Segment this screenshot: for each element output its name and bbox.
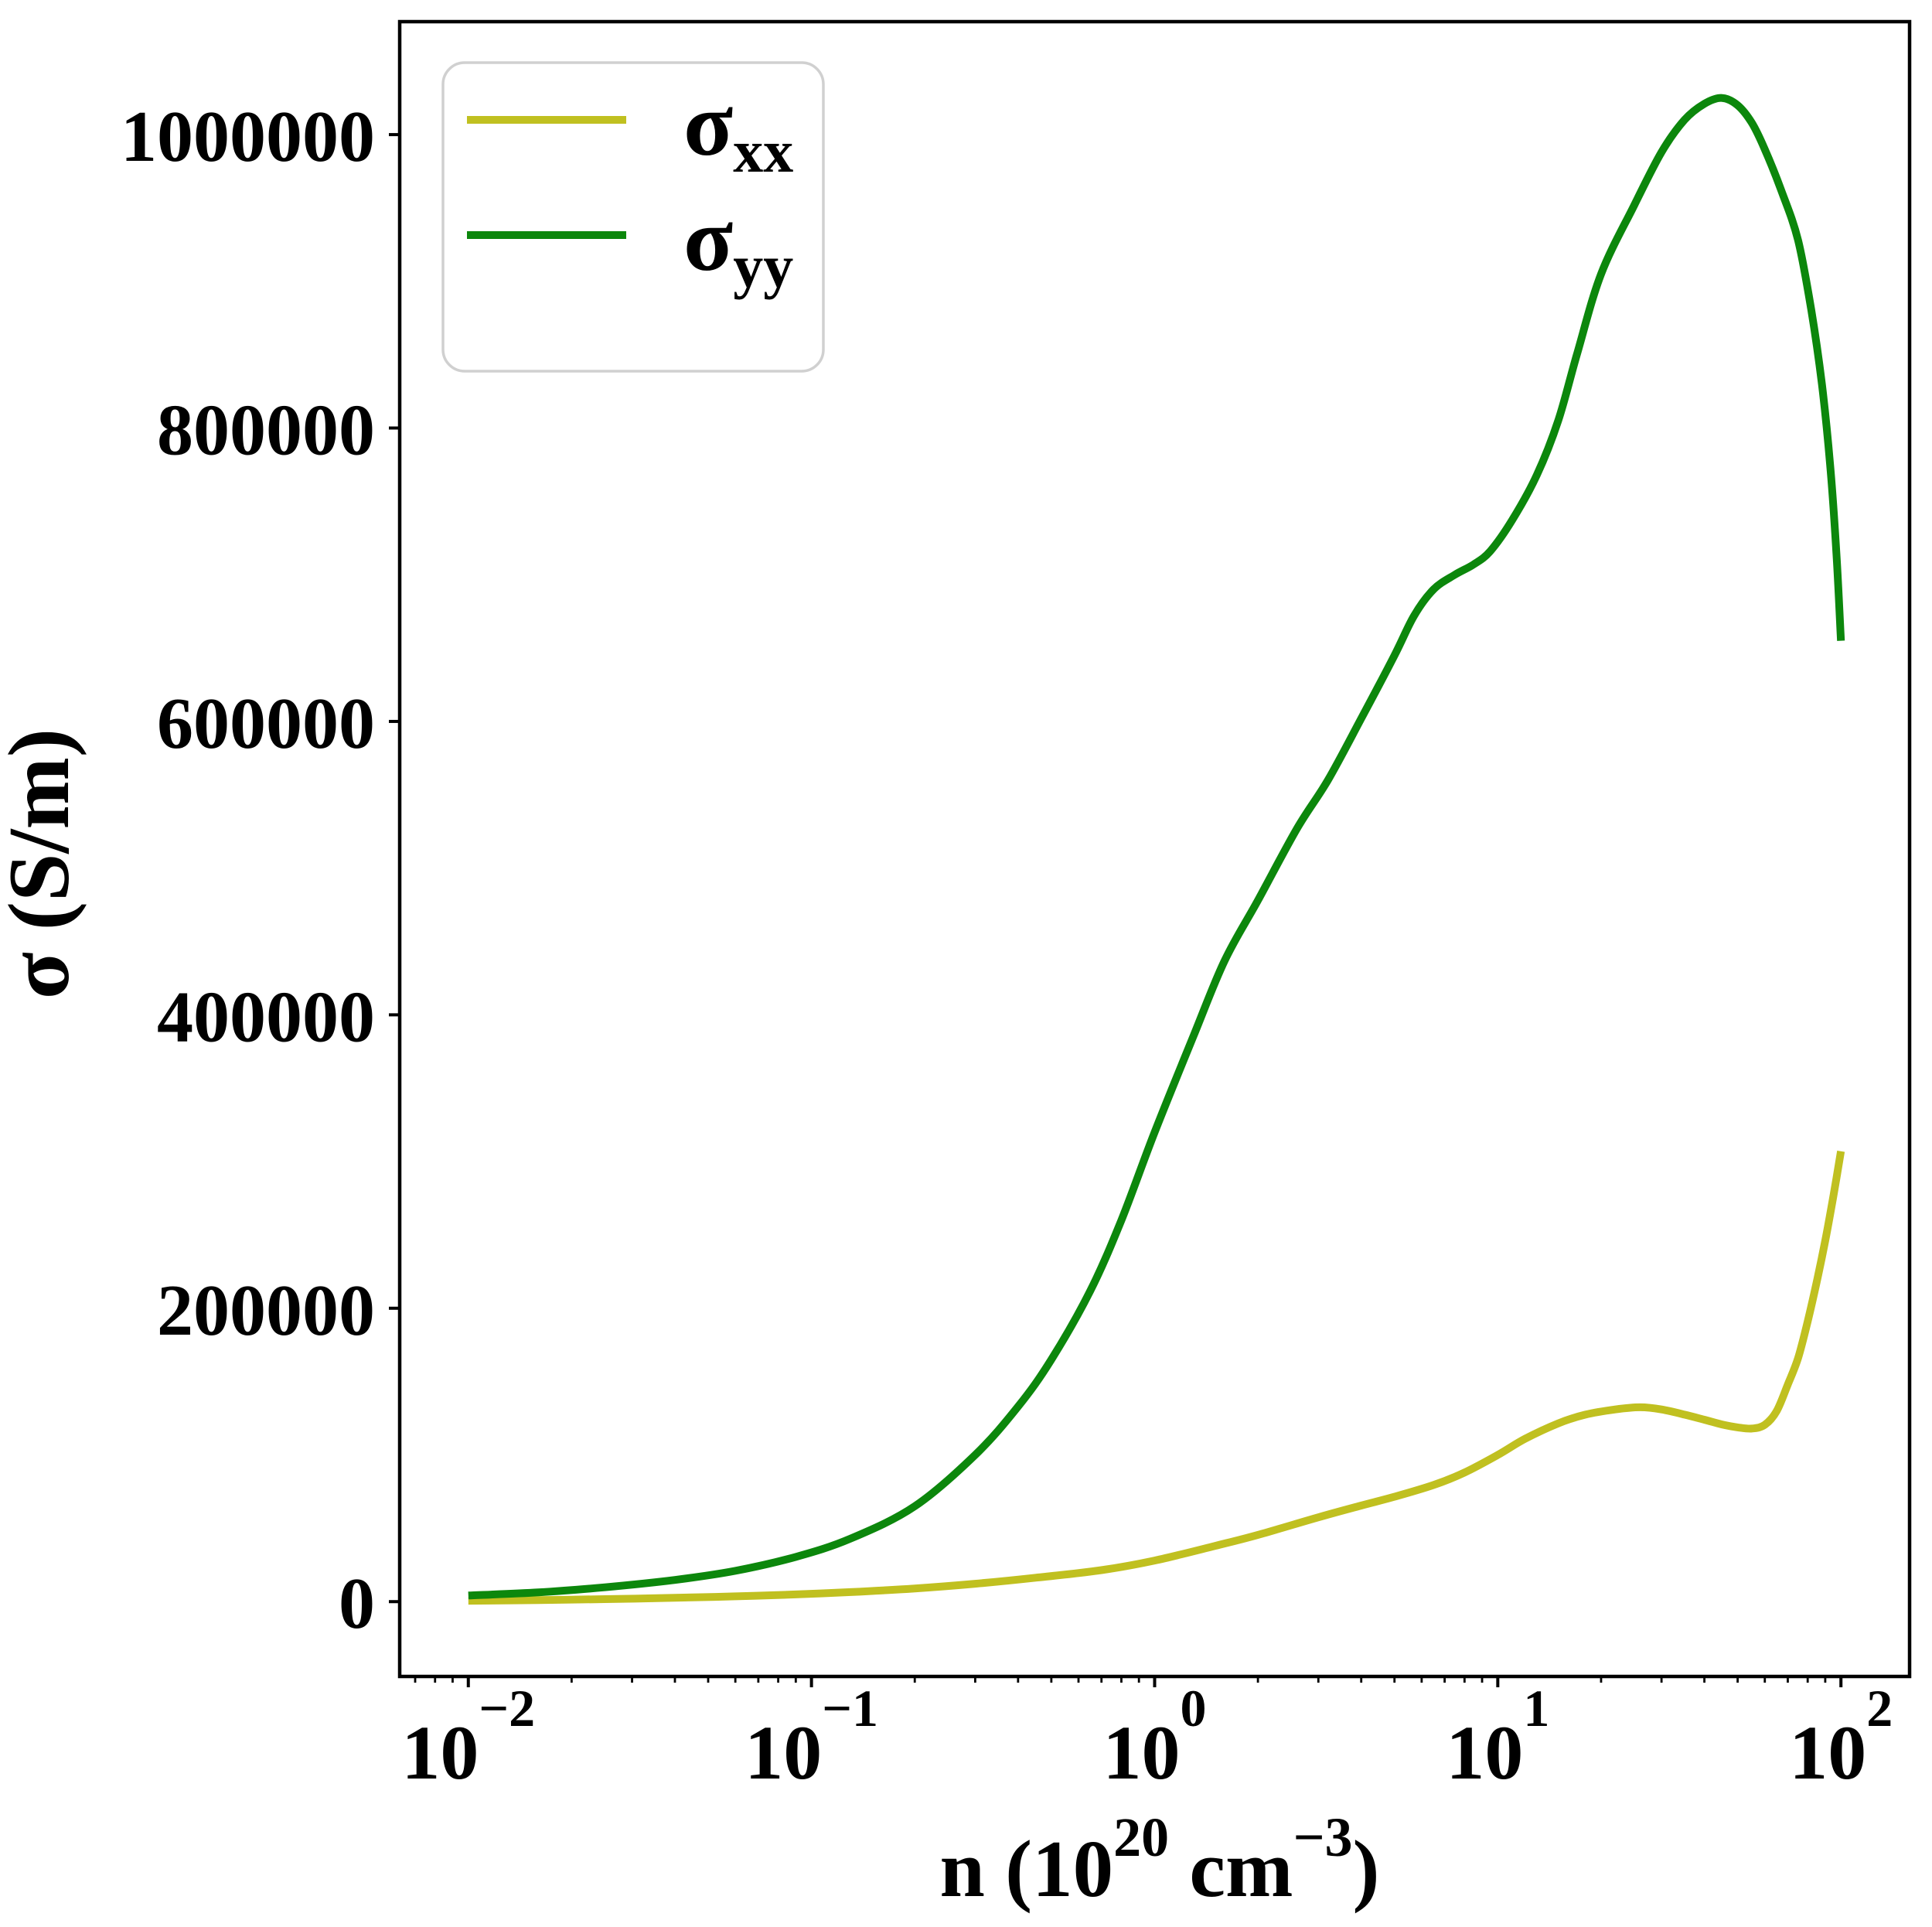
legend-label: σxx: [683, 73, 793, 185]
x-tick-label: 100: [1102, 1679, 1206, 1796]
y-tick-label: 400000: [157, 977, 375, 1057]
x-tick-label: 10−1: [745, 1679, 878, 1796]
y-tick-label: 0: [339, 1564, 375, 1644]
y-tick-label: 1000000: [121, 97, 375, 177]
y-tick-label: 600000: [157, 684, 375, 764]
sigma-yy-curve: [468, 94, 1845, 1600]
plot-border: [397, 19, 1912, 1679]
x-tick-label: 102: [1789, 1679, 1893, 1796]
y-tick-label: 800000: [157, 391, 375, 471]
x-axis-label: n (1020 cm−3): [940, 1806, 1380, 1914]
legend-label: σyy: [683, 189, 793, 300]
tick-labels: 0 200000 400000 600000 800000 1000000 10−2 10−1…: [121, 97, 1893, 1796]
x-tick-label: 101: [1446, 1679, 1549, 1796]
x-axis-label-text: n (1020 cm−3): [940, 1806, 1380, 1914]
y-axis-label: σ (S/m): [0, 728, 87, 999]
y-tick-label: 200000: [157, 1270, 375, 1351]
legend-box: [441, 61, 825, 373]
x-tick-label: 10−2: [401, 1679, 535, 1796]
data-curves: [468, 94, 1845, 1605]
sigma-xx-curve: [468, 1150, 1845, 1605]
